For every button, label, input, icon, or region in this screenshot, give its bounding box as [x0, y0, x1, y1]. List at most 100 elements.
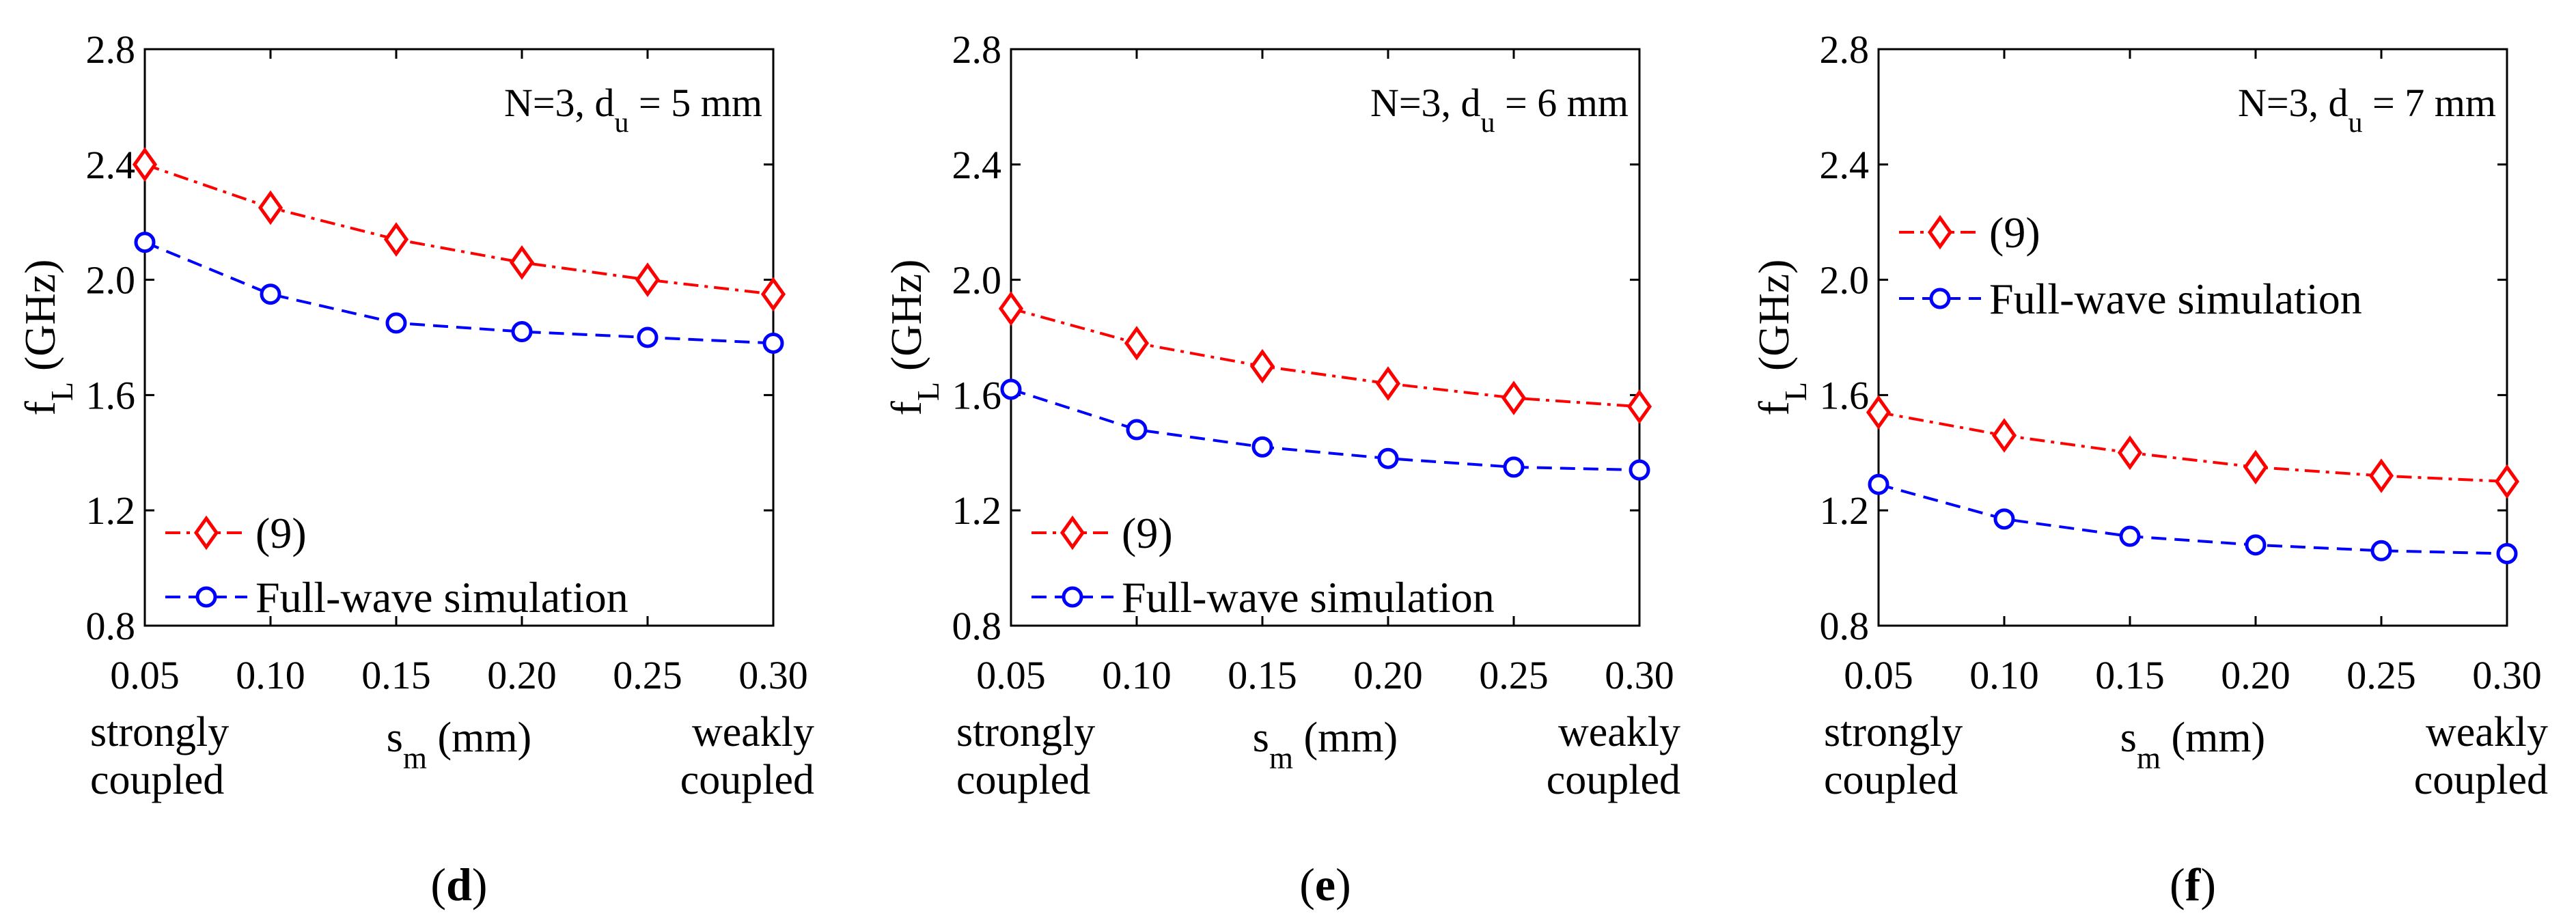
x-axis-label: sm (mm) — [1253, 714, 1398, 775]
legend-label: (9) — [1122, 509, 1173, 557]
data-point — [2494, 464, 2520, 499]
y-tick-label: 2.0 — [1820, 258, 1870, 303]
series-line-1 — [144, 163, 774, 296]
y-tick-label: 2.0 — [952, 258, 1002, 303]
y-tick-label: 1.6 — [86, 373, 136, 417]
x-axis-label: sm (mm) — [2120, 714, 2265, 775]
data-point — [1251, 436, 1273, 458]
data-point — [1000, 378, 1022, 400]
y-tick-label: 2.8 — [952, 27, 1002, 72]
x-note-left: strongly — [90, 709, 229, 755]
series-line-2 — [1878, 483, 2508, 555]
data-point — [1868, 473, 1889, 495]
x-tick-label: 0.25 — [1479, 653, 1549, 697]
y-tick-label: 2.8 — [86, 27, 136, 72]
plot-frame — [1877, 48, 2508, 627]
y-tick-label: 2.8 — [1820, 27, 1870, 72]
x-tick-label: 0.25 — [2346, 653, 2416, 697]
y-tick-label: 2.0 — [86, 258, 136, 303]
legend-marker — [193, 515, 219, 551]
data-point — [1501, 380, 1527, 415]
y-axis-label: fL (GHz) — [882, 260, 945, 416]
series-line-2 — [1010, 388, 1640, 472]
x-note-left: coupled — [1824, 757, 1958, 803]
x-tick-label: 0.30 — [2472, 653, 2542, 697]
x-tick-label: 0.20 — [1353, 653, 1423, 697]
legend-label: (9) — [255, 509, 307, 557]
x-note-right: weakly — [692, 709, 814, 755]
x-tick-label: 0.20 — [2221, 653, 2290, 697]
data-point — [1377, 447, 1399, 469]
y-axis-label: fL (GHz) — [1749, 260, 1813, 416]
data-point — [260, 283, 281, 305]
plot-frame — [143, 48, 775, 627]
y-tick-label: 0.8 — [952, 604, 1002, 648]
x-tick-label: 0.10 — [1102, 653, 1172, 697]
data-point — [1629, 459, 1650, 481]
data-point — [762, 332, 784, 354]
x-note-right: weakly — [1558, 709, 1680, 755]
data-point — [1249, 348, 1275, 384]
series-line-1 — [1878, 411, 2508, 483]
series-line-2 — [144, 240, 774, 345]
data-point — [1503, 456, 1525, 478]
legend-marker — [195, 586, 217, 608]
legend-marker — [1927, 214, 1953, 250]
legend-label: Full-wave simulation — [1122, 573, 1495, 622]
y-tick-label: 1.6 — [1820, 373, 1870, 417]
data-point — [2119, 525, 2141, 547]
x-tick-label: 0.20 — [487, 653, 557, 697]
series-line-1 — [1010, 307, 1640, 408]
panel-label: (d) — [430, 859, 487, 910]
x-note-right: coupled — [2414, 757, 2548, 803]
x-note-right: weakly — [2426, 709, 2548, 755]
data-point — [998, 291, 1024, 326]
legend-marker — [1929, 288, 1951, 309]
x-note-right: coupled — [680, 757, 814, 803]
x-tick-label: 0.15 — [1228, 653, 1297, 697]
data-point — [1993, 508, 2015, 530]
y-tick-label: 1.6 — [952, 373, 1002, 417]
x-tick-label: 0.30 — [1605, 653, 1674, 697]
data-point — [2370, 540, 2392, 561]
data-point — [1626, 389, 1652, 424]
chart-panel-2: 0.8 1.2 1.6 2.0 2.4 2.8 0.05 0.10 0.15 0.20 0.25 0.… — [882, 27, 1680, 910]
x-note-left: strongly — [956, 709, 1095, 755]
x-note-left: strongly — [1824, 709, 1963, 755]
data-point — [1375, 366, 1401, 401]
legend-marker — [1060, 515, 1085, 551]
data-point — [1991, 418, 2017, 453]
panel-label: (e) — [1299, 859, 1351, 910]
y-tick-label: 2.4 — [952, 143, 1002, 187]
x-note-right: coupled — [1547, 757, 1680, 803]
data-point — [1866, 395, 1892, 430]
x-tick-label: 0.15 — [2095, 653, 2165, 697]
chart-panel-1: 0.8 1.2 1.6 2.0 2.4 2.8 0.05 0.10 0.15 0.20 0.25 0.… — [16, 27, 814, 910]
x-axis-label: sm (mm) — [387, 714, 531, 775]
panel-label: (f) — [2170, 859, 2216, 910]
data-point — [2368, 458, 2394, 493]
legend-label: Full-wave simulation — [255, 573, 628, 622]
data-point — [2243, 449, 2269, 485]
data-point — [760, 277, 786, 312]
data-point — [134, 232, 156, 253]
legend-label: (9) — [1989, 208, 2040, 257]
y-tick-label: 0.8 — [86, 604, 136, 648]
data-point — [2496, 543, 2518, 564]
data-point — [2117, 435, 2143, 471]
y-tick-label: 2.4 — [1820, 143, 1870, 187]
x-tick-label: 0.10 — [236, 653, 305, 697]
y-tick-label: 1.2 — [1820, 488, 1870, 533]
chart-panel-3: 0.8 1.2 1.6 2.0 2.4 2.8 0.05 0.10 0.15 0.20 0.25 0.… — [1749, 27, 2548, 910]
plot-frame — [1010, 48, 1641, 627]
x-tick-label: 0.30 — [738, 653, 808, 697]
x-tick-label: 0.05 — [1844, 653, 1913, 697]
legend-marker — [1062, 586, 1083, 608]
data-point — [383, 222, 409, 257]
data-point — [385, 312, 407, 334]
y-tick-label: 1.2 — [952, 488, 1002, 533]
data-point — [509, 245, 535, 280]
y-axis-label: fL (GHz) — [16, 260, 79, 416]
y-tick-label: 2.4 — [86, 143, 136, 187]
